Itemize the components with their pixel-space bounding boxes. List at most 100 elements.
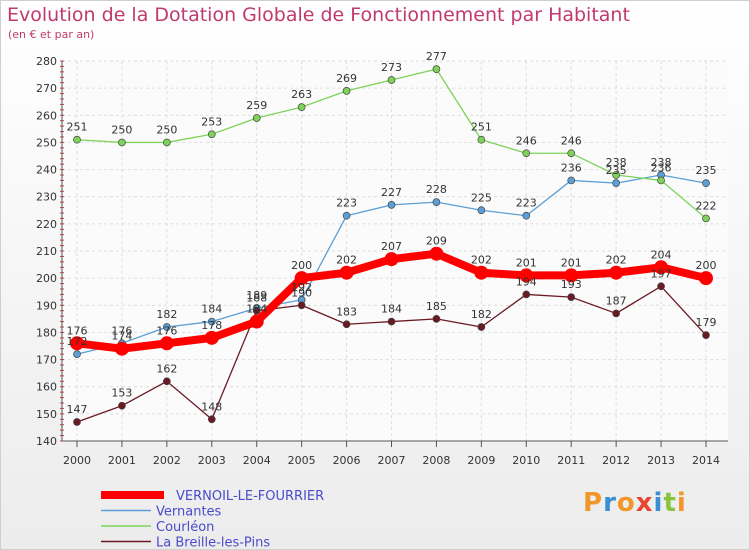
legend-label: VERNOIL-LE-FOURRIER [176,489,324,504]
data-point [432,65,441,73]
logo-letter: t [663,488,677,518]
data-point [567,176,576,185]
data-label: 172 [67,335,88,348]
y-tick-label: 180 [36,326,57,339]
data-point [339,265,354,280]
legend-label: Vernantes [156,505,222,520]
data-label: 202 [606,254,627,267]
data-label: 223 [516,197,537,210]
data-point [612,309,620,318]
data-label: 277 [426,50,447,63]
data-label: 269 [336,72,357,85]
logo-letter: r [603,488,617,518]
data-label: 200 [696,259,717,272]
y-tick-label: 150 [36,408,57,421]
data-label: 182 [156,308,177,321]
data-label: 246 [516,134,537,147]
x-tick-label: 2007 [378,454,406,467]
chart-subtitle: (en € et par an) [8,28,95,41]
data-point [163,377,171,386]
data-label: 223 [336,197,357,210]
data-label: 187 [606,294,627,307]
data-point [207,130,216,139]
data-label: 251 [67,121,88,134]
data-label: 202 [471,254,492,267]
data-label: 235 [606,164,627,177]
data-label: 236 [651,161,672,174]
x-tick-label: 2011 [557,454,585,467]
x-tick-label: 2005 [288,454,316,467]
logo-letter: o [616,488,636,518]
logo-letter: i [653,488,664,518]
data-point [432,315,441,323]
data-point [163,138,171,147]
data-label: 147 [67,403,88,416]
data-label: 273 [381,61,402,74]
data-point [477,135,486,144]
data-point [387,317,396,326]
data-label: 263 [291,88,312,101]
data-point [204,330,219,345]
y-tick-label: 260 [36,109,57,122]
data-label: 190 [291,286,312,299]
data-point [73,135,81,144]
x-tick-label: 2009 [467,454,495,467]
data-point [252,114,261,122]
data-point [159,336,174,351]
data-point [654,260,669,275]
grid [62,60,728,442]
y-tick-label: 250 [36,136,57,149]
data-label: 184 [381,303,402,316]
data-point [163,323,171,331]
data-label: 204 [651,248,672,261]
data-point [612,171,620,179]
x-tick-label: 2013 [647,454,675,467]
data-label: 192 [291,281,312,294]
data-label: 250 [111,123,132,136]
data-point [657,282,665,291]
data-label: 201 [561,256,582,269]
y-tick-label: 160 [36,381,57,394]
data-label: 194 [516,275,537,288]
data-label: 179 [696,316,717,329]
data-point [477,206,486,215]
data-label: 253 [201,115,222,128]
data-point [474,265,489,280]
data-label: 225 [471,191,492,204]
data-label: 193 [561,278,582,291]
data-point [429,246,444,261]
data-label: 184 [246,303,267,316]
data-point [297,103,306,111]
data-point [118,138,126,147]
data-label: 185 [426,300,447,313]
y-tick-label: 270 [36,82,57,95]
data-label: 228 [426,183,447,196]
data-point [207,415,216,424]
data-label: 182 [471,308,492,321]
series-lines [70,65,713,426]
data-label: 184 [201,303,222,316]
data-label: 174 [111,330,132,343]
logo-letter: i [676,488,687,518]
data-label: 201 [516,256,537,269]
data-label: 188 [246,292,267,305]
data-point [522,149,531,158]
legend-label: Courléon [156,520,214,535]
data-label: 202 [336,254,357,267]
axes: 140 150 160 170 180 190 200 210 220 230 240 250 260 2… [36,55,728,467]
data-point [387,76,396,84]
data-point [477,323,486,331]
data-point [702,179,710,187]
x-tick-label: 2010 [512,454,540,467]
data-point [567,149,576,158]
legend-label: La Breille-les-Pins [156,536,270,550]
data-point [73,418,81,426]
y-tick-label: 210 [36,245,57,258]
data-label: 227 [381,186,402,199]
data-label: 176 [156,324,177,337]
x-tick-label: 2006 [333,454,361,467]
